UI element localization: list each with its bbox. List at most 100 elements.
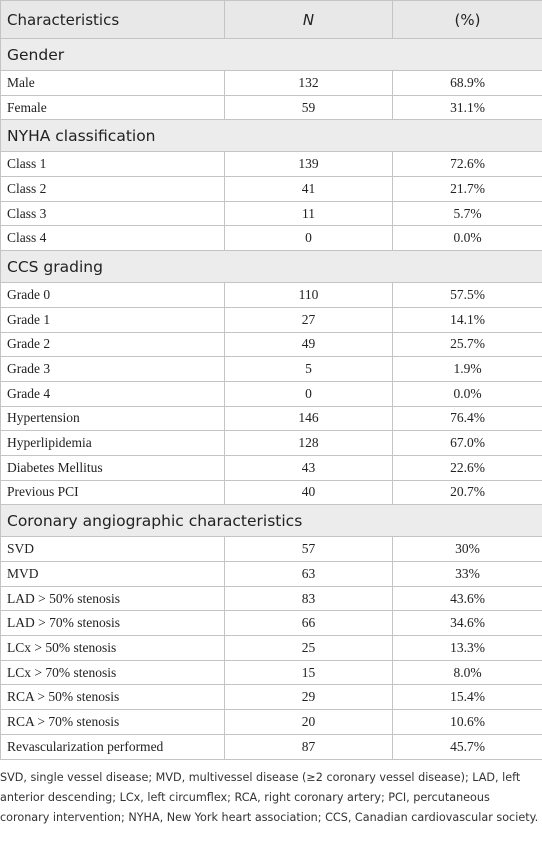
cell: 128 [224,430,393,456]
data-row: LCx > 70% stenosis 15 8.0% [0,659,542,686]
cell: 30% [392,536,542,562]
cell: 22.6% [392,454,542,481]
cell: 45.7% [392,733,542,760]
data-row: LAD > 70% stenosis 66 34.6% [0,610,542,637]
row-label: Grade 3 [0,356,225,382]
cell: 139 [224,151,393,178]
data-row: Previous PCI 40 20.7% [0,479,542,506]
cell: 8.0% [392,659,542,686]
cell: 67.0% [392,430,542,456]
section-row: CCS grading [0,250,542,284]
data-row: RCA > 70% stenosis 20 10.6% [0,709,542,735]
cell: 5.7% [392,200,542,227]
data-row: LAD > 50% stenosis 83 43.6% [0,585,542,612]
section-row: Gender [0,38,542,71]
table: Characteristics N (%) Gender Male 132 68.9%… [0,0,542,760]
cell: 11 [224,200,393,227]
header-cell: Characteristics [0,0,225,39]
data-row: Class 4 0 0.0% [0,225,542,252]
cell: 27 [224,306,393,333]
cell: 146 [224,405,393,432]
row-label: RCA > 50% stenosis [0,684,225,711]
cell: 110 [224,282,393,308]
cell: 43.6% [392,585,542,612]
data-row: Diabetes Mellitus 43 22.6% [0,454,542,481]
row-label: Diabetes Mellitus [0,454,225,481]
data-row: Grade 2 49 25.7% [0,331,542,358]
data-row: LCx > 50% stenosis 25 13.3% [0,635,542,661]
data-row: Male 132 68.9% [0,70,542,96]
section-title: CCS grading [0,250,542,284]
cell: 10.6% [392,709,542,735]
cell: 34.6% [392,610,542,637]
cell: 20.7% [392,479,542,506]
cell: 72.6% [392,151,542,178]
header-cell: N [224,0,393,39]
data-row: Grade 4 0 0.0% [0,380,542,407]
cell: 33% [392,561,542,587]
row-label: SVD [0,536,225,562]
section-title: Coronary angiographic characteristics [0,504,542,538]
data-row: SVD 57 30% [0,536,542,562]
cell: 63 [224,561,393,587]
cell: 0 [224,225,393,252]
row-label: Grade 0 [0,282,225,308]
row-label: Grade 1 [0,306,225,333]
cell: 25.7% [392,331,542,358]
section-title: NYHA classification [0,119,542,153]
footnote: SVD, single vessel disease; MVD, multive… [0,770,539,824]
cell: 29 [224,684,393,711]
row-label: Class 4 [0,225,225,252]
cell: 83 [224,585,393,612]
cell: 15.4% [392,684,542,711]
cell: 40 [224,479,393,506]
cell: 57.5% [392,282,542,308]
row-label: LCx > 50% stenosis [0,635,225,661]
cell: 15 [224,659,393,686]
row-label: Male [0,70,225,96]
cell: 49 [224,331,393,358]
header-row: Characteristics N (%) [0,0,542,39]
row-label: Hyperlipidemia [0,430,225,456]
row-label: Class 2 [0,176,225,202]
row-label: Grade 2 [0,331,225,358]
data-row: MVD 63 33% [0,561,542,587]
cell: 14.1% [392,306,542,333]
cell: 76.4% [392,405,542,432]
row-label: Grade 4 [0,380,225,407]
data-row: Class 2 41 21.7% [0,176,542,202]
data-row: Female 59 31.1% [0,94,542,121]
data-row: Hypertension 146 76.4% [0,405,542,432]
cell: 13.3% [392,635,542,661]
row-label: Female [0,94,225,121]
header-cell: (%) [392,0,542,39]
cell: 132 [224,70,393,96]
cell: 5 [224,356,393,382]
data-row: Grade 0 110 57.5% [0,282,542,308]
cell: 57 [224,536,393,562]
cell: 31.1% [392,94,542,121]
cell: 1.9% [392,356,542,382]
cell: 68.9% [392,70,542,96]
cell: 20 [224,709,393,735]
row-label: MVD [0,561,225,587]
row-label: LAD > 70% stenosis [0,610,225,637]
data-row: RCA > 50% stenosis 29 15.4% [0,684,542,711]
cell: 43 [224,454,393,481]
section-row: NYHA classification [0,119,542,153]
cell: 0.0% [392,225,542,252]
data-row: Grade 3 5 1.9% [0,356,542,382]
cell: 0 [224,380,393,407]
row-label: LCx > 70% stenosis [0,659,225,686]
row-label: Class 3 [0,200,225,227]
row-label: LAD > 50% stenosis [0,585,225,612]
data-row: Grade 1 27 14.1% [0,306,542,333]
cell: 0.0% [392,380,542,407]
data-row: Revascularization performed 87 45.7% [0,733,542,760]
cell: 59 [224,94,393,121]
table-body: Gender Male 132 68.9% Female 59 31.1% NYHA clas… [0,38,542,760]
row-label: Hypertension [0,405,225,432]
row-label: Class 1 [0,151,225,178]
data-row: Hyperlipidemia 128 67.0% [0,430,542,456]
